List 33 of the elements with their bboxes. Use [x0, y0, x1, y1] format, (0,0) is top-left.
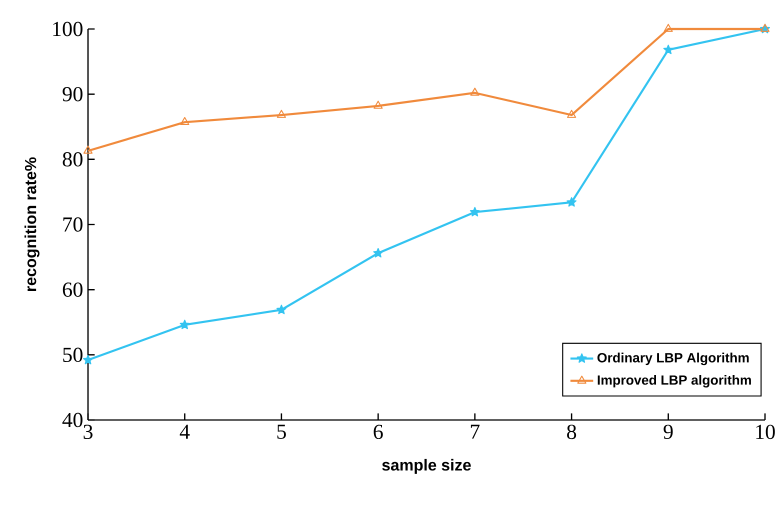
point: [276, 110, 286, 118]
point: [566, 197, 577, 207]
y-tick-label: 100: [53, 22, 82, 36]
point: [83, 354, 93, 364]
point: [470, 206, 480, 216]
y-tick-label: 80: [62, 152, 82, 167]
x-tick-label: 9: [664, 424, 673, 440]
y-tick-label: 60: [62, 282, 82, 297]
point: [180, 116, 190, 126]
y-tick-label: 40: [62, 412, 82, 428]
x-tick-label: 10: [756, 424, 775, 440]
y-axis-title: recognition rate%: [24, 157, 40, 292]
point: [83, 146, 93, 154]
x-tick-label: 4: [180, 424, 190, 439]
x-tick-label: 3: [84, 424, 93, 440]
x-tick-label: 6: [374, 424, 383, 440]
y-tick-label: 50: [63, 348, 82, 362]
y-tick-label: 70: [63, 217, 82, 232]
legend-label: Ordinary LBP Algorithm: [597, 352, 749, 366]
x-tick-label: 8: [567, 424, 576, 440]
point: [374, 100, 383, 109]
x-tick-label: 5: [277, 424, 286, 439]
point: [180, 320, 190, 330]
point: [567, 110, 576, 118]
legend-label: Improved LBP algorithm: [598, 375, 751, 388]
x-axis-title: sample size: [382, 458, 471, 474]
point: [373, 248, 384, 258]
point: [470, 88, 480, 96]
point: [664, 24, 673, 32]
point: [276, 304, 286, 314]
x-tick-label: 7: [470, 424, 480, 439]
y-tick-label: 90: [62, 86, 82, 102]
point: [663, 44, 674, 54]
